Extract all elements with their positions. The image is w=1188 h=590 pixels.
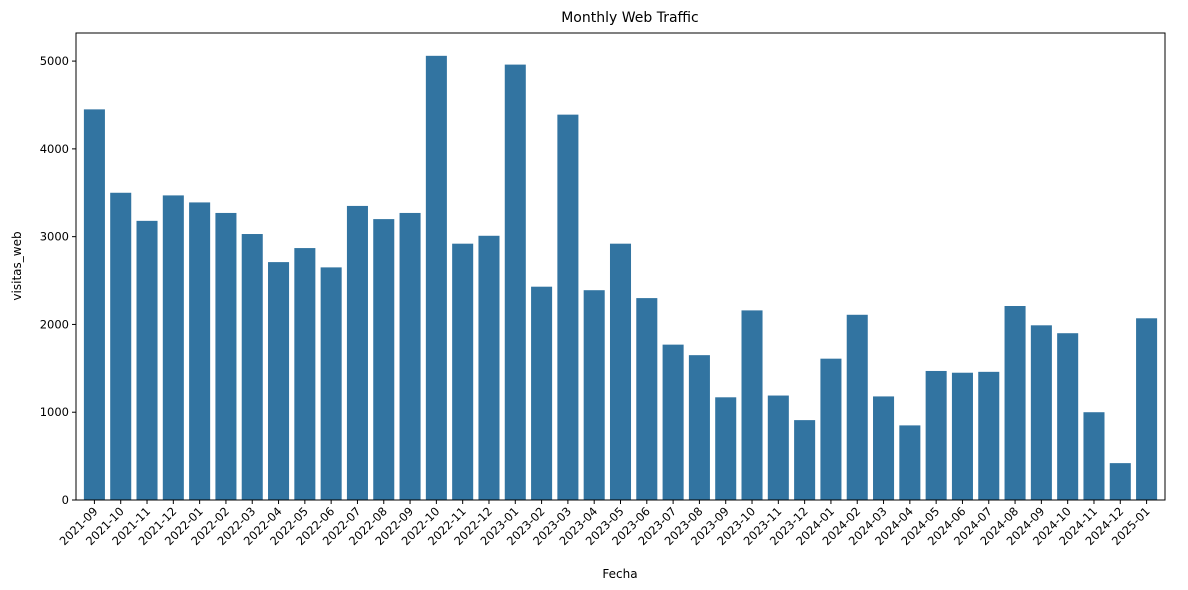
- bar-2021-11: [136, 220, 158, 500]
- y-axis-label: visitas_web: [10, 231, 24, 300]
- plot-frame: [75, 32, 1166, 501]
- bar-2025-01: [1136, 318, 1158, 500]
- bar-2024-03: [873, 396, 895, 500]
- bar-2024-02: [846, 314, 868, 500]
- bar-2021-09: [83, 109, 105, 501]
- bar-2022-06: [320, 267, 342, 500]
- y-tick-label: 1000: [40, 405, 69, 419]
- bar-2023-09: [715, 397, 737, 500]
- bar-2022-01: [189, 202, 211, 501]
- bar-2023-12: [794, 420, 816, 500]
- bar-2023-04: [583, 290, 605, 500]
- bar-2023-11: [767, 395, 789, 500]
- bar-2023-10: [741, 310, 763, 500]
- bar-2024-07: [978, 371, 1000, 500]
- bar-2024-11: [1083, 412, 1105, 500]
- bar-2024-04: [899, 425, 921, 500]
- bar-2024-06: [951, 372, 973, 500]
- x-axis-label: Fecha: [602, 567, 637, 581]
- y-tick-label: 2000: [40, 317, 69, 331]
- bar-2022-02: [215, 212, 237, 500]
- bar-2022-03: [241, 234, 263, 500]
- bar-2023-07: [662, 344, 684, 500]
- bar-2024-12: [1109, 463, 1131, 500]
- bar-2024-05: [925, 370, 947, 500]
- bar-2022-08: [373, 219, 395, 500]
- bar-2023-02: [531, 286, 553, 500]
- bar-2023-05: [609, 243, 632, 500]
- bar-2021-12: [162, 195, 184, 500]
- bar-2023-03: [557, 114, 579, 500]
- bar-2022-12: [478, 235, 500, 500]
- bar-2022-07: [346, 205, 368, 500]
- bar-2022-10: [425, 55, 447, 500]
- bar-2023-06: [636, 298, 658, 500]
- bar-2021-10: [110, 192, 132, 500]
- bar-2024-10: [1057, 333, 1079, 500]
- bar-2022-05: [294, 248, 316, 500]
- y-tick-label: 0: [62, 493, 69, 507]
- bar-2024-08: [1004, 306, 1026, 500]
- chart-title: Monthly Web Traffic: [561, 10, 699, 26]
- bar-2022-09: [399, 212, 421, 500]
- bars: [83, 55, 1158, 501]
- x-axis: 2021-092021-102021-112021-122022-012022-…: [57, 500, 1153, 548]
- y-tick-label: 4000: [40, 142, 69, 156]
- bar-2023-08: [688, 355, 710, 500]
- bar-2022-11: [452, 243, 474, 500]
- bar-2024-01: [820, 358, 842, 500]
- bar-2023-01: [504, 64, 526, 500]
- y-tick-label: 5000: [40, 54, 69, 68]
- bar-2022-04: [268, 262, 290, 500]
- y-axis: 0 1000 2000 3000 4000 5000: [40, 54, 76, 507]
- bar-2024-09: [1030, 325, 1052, 500]
- y-tick-label: 3000: [40, 230, 69, 244]
